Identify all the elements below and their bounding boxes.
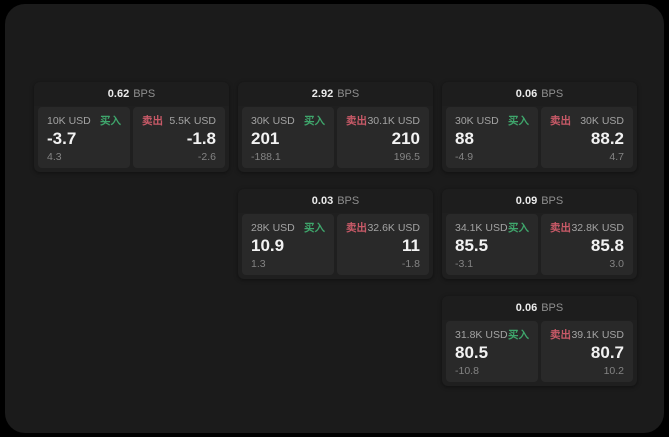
buy-size: 28K USD xyxy=(251,222,295,234)
buy-price: 88 xyxy=(455,129,474,149)
bps-value: 0.06 xyxy=(515,88,538,100)
sell-sub-value: -1.8 xyxy=(401,258,420,270)
sell-price: 85.8 xyxy=(590,236,624,256)
sell-size: 39.1K USD xyxy=(571,329,624,341)
quote-card: 0.03 BPS 28K USD 买入 10.9 1.3 卖出 32.6K US… xyxy=(238,189,433,279)
quote-card: 2.92 BPS 30K USD 买入 201 -188.1 卖出 30.1K … xyxy=(238,82,433,172)
sell-side-label: 卖出 xyxy=(346,115,367,127)
quote-panels: 34.1K USD 买入 85.5 -3.1 卖出 32.8K USD 85.8… xyxy=(442,213,637,279)
bps-value: 0.62 xyxy=(107,88,130,100)
sell-sub-value: 196.5 xyxy=(393,151,420,163)
sell-side-label: 卖出 xyxy=(550,115,571,127)
quote-card: 0.06 BPS 31.8K USD 买入 80.5 -10.8 卖出 39.1… xyxy=(442,296,637,386)
buy-size: 31.8K USD xyxy=(455,329,508,341)
quote-panels: 31.8K USD 买入 80.5 -10.8 卖出 39.1K USD 80.… xyxy=(442,320,637,386)
sell-side-label: 卖出 xyxy=(550,329,571,341)
quote-card: 0.06 BPS 30K USD 买入 88 -4.9 卖出 30K USD 8… xyxy=(442,82,637,172)
buy-price: 85.5 xyxy=(455,236,489,256)
quote-panels: 10K USD 买入 -3.7 4.3 卖出 5.5K USD -1.8 -2.… xyxy=(34,106,229,172)
sell-size: 30.1K USD xyxy=(367,115,420,127)
bps-unit-label: BPS xyxy=(541,195,564,207)
bps-unit-label: BPS xyxy=(337,88,360,100)
sell-size: 32.8K USD xyxy=(571,222,624,234)
buy-side-label: 买入 xyxy=(304,115,325,127)
buy-size: 34.1K USD xyxy=(455,222,508,234)
sell-sub-value: 4.7 xyxy=(609,151,624,163)
sell-panel[interactable]: 卖出 39.1K USD 80.7 10.2 xyxy=(541,321,633,382)
buy-panel[interactable]: 31.8K USD 买入 80.5 -10.8 xyxy=(446,321,538,382)
quote-card: 0.62 BPS 10K USD 买入 -3.7 4.3 卖出 5.5K USD… xyxy=(34,82,229,172)
buy-panel[interactable]: 28K USD 买入 10.9 1.3 xyxy=(242,214,334,275)
bps-header: 0.62 BPS xyxy=(34,82,229,106)
sell-sub-value: -2.6 xyxy=(197,151,216,163)
bps-value: 0.09 xyxy=(515,195,538,207)
sell-size: 5.5K USD xyxy=(169,115,216,127)
sell-panel[interactable]: 卖出 30.1K USD 210 196.5 xyxy=(337,107,429,168)
sell-price: 11 xyxy=(402,236,420,256)
buy-panel[interactable]: 30K USD 买入 201 -188.1 xyxy=(242,107,334,168)
buy-sub-value: -4.9 xyxy=(455,151,474,163)
buy-sub-value: -3.1 xyxy=(455,258,474,270)
buy-price: 80.5 xyxy=(455,343,489,363)
bps-unit-label: BPS xyxy=(541,302,564,314)
buy-size: 30K USD xyxy=(251,115,295,127)
app-window: 0.62 BPS 10K USD 买入 -3.7 4.3 卖出 5.5K USD… xyxy=(5,4,664,433)
bps-unit-label: BPS xyxy=(541,88,564,100)
quote-panels: 28K USD 买入 10.9 1.3 卖出 32.6K USD 11 -1.8 xyxy=(238,213,433,279)
quote-panels: 30K USD 买入 88 -4.9 卖出 30K USD 88.2 4.7 xyxy=(442,106,637,172)
bps-header: 0.09 BPS xyxy=(442,189,637,213)
buy-price: -3.7 xyxy=(47,129,77,149)
sell-price: 88.2 xyxy=(590,129,624,149)
bps-value: 0.06 xyxy=(515,302,538,314)
sell-size: 30K USD xyxy=(580,115,624,127)
bps-value: 0.03 xyxy=(311,195,334,207)
sell-price: -1.8 xyxy=(186,129,216,149)
buy-price: 10.9 xyxy=(251,236,285,256)
sell-side-label: 卖出 xyxy=(550,222,571,234)
buy-side-label: 买入 xyxy=(304,222,325,234)
sell-side-label: 卖出 xyxy=(346,222,367,234)
sell-size: 32.6K USD xyxy=(367,222,420,234)
sell-panel[interactable]: 卖出 5.5K USD -1.8 -2.6 xyxy=(133,107,225,168)
quote-panels: 30K USD 买入 201 -188.1 卖出 30.1K USD 210 1… xyxy=(238,106,433,172)
sell-side-label: 卖出 xyxy=(142,115,163,127)
buy-sub-value: -10.8 xyxy=(455,365,479,377)
buy-side-label: 买入 xyxy=(508,115,529,127)
sell-sub-value: 10.2 xyxy=(603,365,624,377)
sell-panel[interactable]: 卖出 32.8K USD 85.8 3.0 xyxy=(541,214,633,275)
bps-header: 0.06 BPS xyxy=(442,296,637,320)
buy-side-label: 买入 xyxy=(508,329,529,341)
buy-side-label: 买入 xyxy=(508,222,529,234)
sell-panel[interactable]: 卖出 30K USD 88.2 4.7 xyxy=(541,107,633,168)
buy-price: 201 xyxy=(251,129,280,149)
sell-price: 80.7 xyxy=(590,343,624,363)
sell-panel[interactable]: 卖出 32.6K USD 11 -1.8 xyxy=(337,214,429,275)
buy-panel[interactable]: 30K USD 买入 88 -4.9 xyxy=(446,107,538,168)
buy-panel[interactable]: 10K USD 买入 -3.7 4.3 xyxy=(38,107,130,168)
bps-header: 0.06 BPS xyxy=(442,82,637,106)
sell-price: 210 xyxy=(391,129,420,149)
buy-size: 30K USD xyxy=(455,115,499,127)
buy-sub-value: 1.3 xyxy=(251,258,266,270)
bps-unit-label: BPS xyxy=(133,88,156,100)
bps-header: 2.92 BPS xyxy=(238,82,433,106)
bps-header: 0.03 BPS xyxy=(238,189,433,213)
buy-panel[interactable]: 34.1K USD 买入 85.5 -3.1 xyxy=(446,214,538,275)
quote-card: 0.09 BPS 34.1K USD 买入 85.5 -3.1 卖出 32.8K… xyxy=(442,189,637,279)
buy-sub-value: -188.1 xyxy=(251,151,281,163)
bps-unit-label: BPS xyxy=(337,195,360,207)
buy-size: 10K USD xyxy=(47,115,91,127)
bps-value: 2.92 xyxy=(311,88,334,100)
buy-sub-value: 4.3 xyxy=(47,151,62,163)
sell-sub-value: 3.0 xyxy=(609,258,624,270)
buy-side-label: 买入 xyxy=(100,115,121,127)
